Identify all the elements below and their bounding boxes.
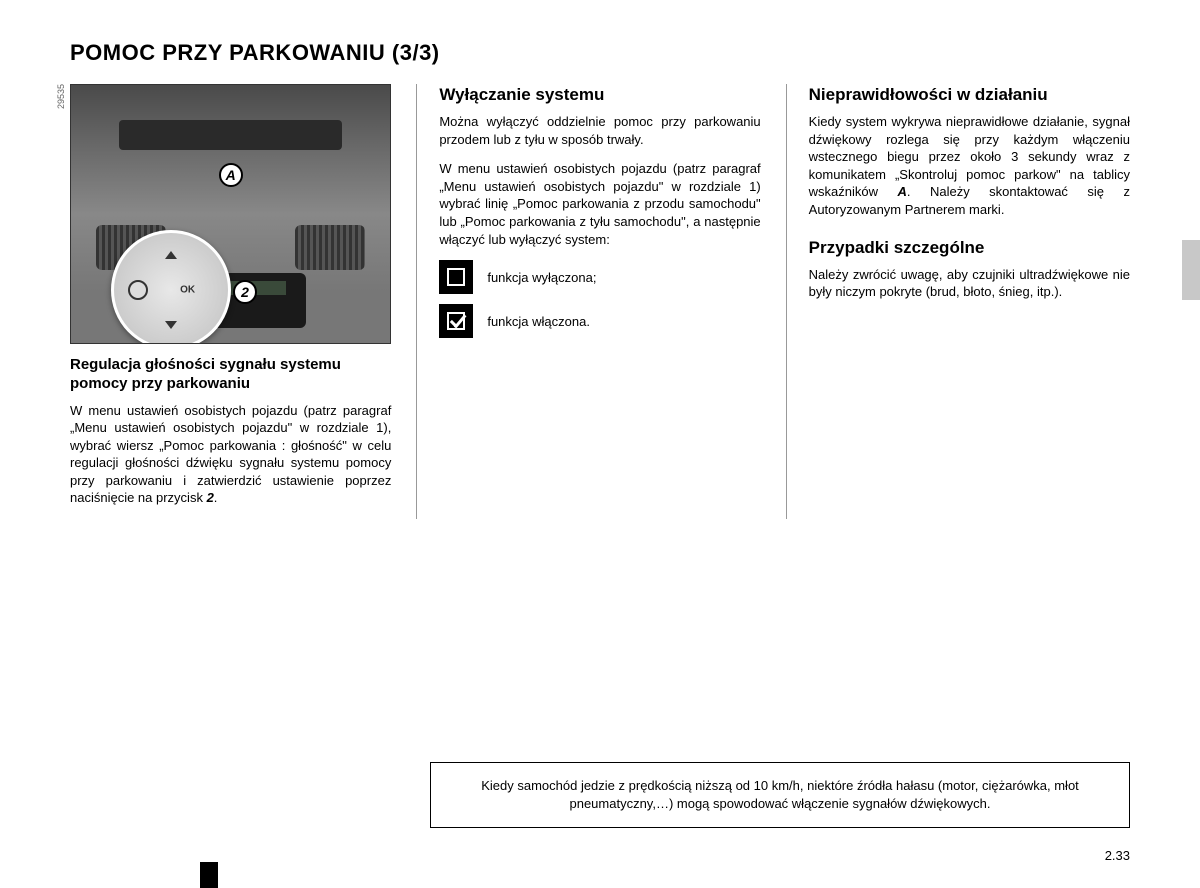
checkbox-off-icon: [439, 260, 473, 294]
manual-page: POMOC PRZY PARKOWANIU (3/3) 29535 OK: [0, 0, 1200, 888]
ok-label: OK: [180, 285, 195, 296]
title-part: (3/3): [392, 40, 440, 65]
page-title: POMOC PRZY PARKOWANIU (3/3): [70, 40, 1130, 66]
col3-p1-ref: A: [897, 184, 906, 199]
col1-body-text: W menu ustawień osobistych pojazdu (patr…: [70, 403, 391, 506]
col1-body-ref: 2: [207, 490, 214, 505]
col1-body-tail: .: [214, 490, 218, 505]
func-off-label: funkcja wyłączona;: [487, 270, 596, 285]
figure-credit: 29535: [56, 84, 66, 109]
column-2: Wyłączanie systemu Można wyłączyć oddzie…: [416, 84, 760, 519]
col1-subheading: Regulacja głośności sygnału systemu pomo…: [70, 356, 391, 394]
column-1: 29535 OK A 2 Regulacja głośności: [70, 84, 391, 519]
col3-p1: Kiedy system wykrywa nieprawidłowe dział…: [809, 113, 1130, 218]
col1-body: W menu ustawień osobistych pojazdu (patr…: [70, 402, 391, 507]
dash-slot-graphic: [119, 120, 343, 150]
col2-p2: W menu ustawień osobistych pojazdu (patr…: [439, 160, 760, 248]
content-columns: 29535 OK A 2 Regulacja głośności: [70, 84, 1130, 519]
thumb-tab: [1182, 240, 1200, 300]
callout-2: 2: [233, 280, 257, 304]
func-on-label: funkcja włączona.: [487, 314, 590, 329]
col2-p1: Można wyłączyć oddzielnie pomoc przy par…: [439, 113, 760, 148]
callout-a: A: [219, 163, 243, 187]
checkbox-on-icon: [439, 304, 473, 338]
arrow-down-icon: [165, 321, 177, 329]
column-3: Nieprawidłowości w działaniu Kiedy syste…: [786, 84, 1130, 519]
dashboard-figure: OK A 2: [70, 84, 391, 344]
col3-heading1: Nieprawidłowości w działaniu: [809, 84, 1130, 105]
footer-mark: [200, 862, 218, 888]
disc-icon: [128, 280, 148, 300]
function-off-row: funkcja wyłączona;: [439, 260, 760, 294]
function-on-row: funkcja włączona.: [439, 304, 760, 338]
col3-heading2: Przypadki szczególne: [809, 237, 1130, 258]
vent-right-graphic: [295, 225, 365, 270]
arrow-up-icon: [165, 251, 177, 259]
col3-p2: Należy zwrócić uwagę, aby czujniki ultra…: [809, 266, 1130, 301]
col2-heading: Wyłączanie systemu: [439, 84, 760, 105]
page-number: 2.33: [1105, 848, 1130, 863]
title-main: POMOC PRZY PARKOWANIU: [70, 40, 385, 65]
footer-note-box: Kiedy samochód jedzie z prędkością niższ…: [430, 762, 1130, 828]
footer-note-text: Kiedy samochód jedzie z prędkością niższ…: [481, 778, 1079, 811]
control-knob-graphic: OK: [111, 230, 231, 344]
